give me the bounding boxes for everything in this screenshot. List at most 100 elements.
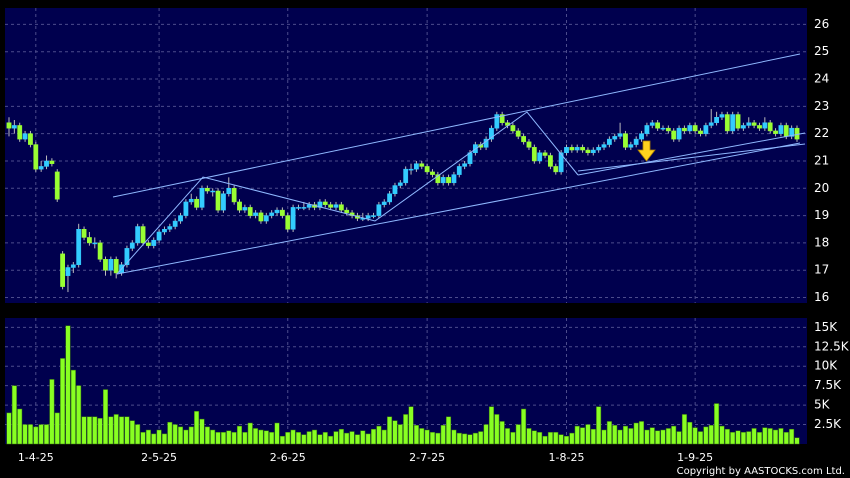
volume-bar — [113, 414, 119, 445]
candle-body — [87, 237, 92, 244]
volume-bar — [494, 414, 500, 445]
candle-body — [65, 267, 71, 276]
volume-bar — [140, 432, 146, 445]
volume-bar — [756, 432, 762, 445]
volume-bar — [210, 429, 216, 445]
y-tick-label: 26 — [814, 17, 829, 31]
volume-bar — [446, 416, 452, 445]
candle-body — [687, 125, 693, 132]
x-tick-label: 1-9-25 — [677, 451, 713, 464]
candle-body — [365, 215, 371, 219]
volume-bar — [617, 429, 623, 445]
candle-body — [446, 177, 451, 184]
volume-bar — [33, 426, 39, 445]
y-tick-label: 23 — [814, 99, 829, 113]
x-tick-label: 2-7-25 — [409, 451, 445, 464]
volume-bar — [537, 432, 543, 445]
volume-bar — [403, 414, 409, 445]
candle-body — [44, 160, 49, 167]
volume-bar — [655, 430, 661, 445]
trendline — [116, 111, 579, 275]
volume-bar — [440, 425, 446, 445]
candle-body — [414, 163, 419, 170]
y-tick-label: 15K — [814, 320, 838, 334]
candle-body — [403, 168, 409, 184]
candle-body — [751, 122, 757, 126]
candle-body — [263, 215, 269, 222]
volume-bar — [199, 418, 205, 445]
candle-body — [778, 125, 784, 134]
volume-bar — [526, 428, 532, 445]
volume-bar — [295, 432, 301, 445]
candle-body — [773, 130, 778, 134]
candle-body — [494, 114, 500, 129]
volume-bar — [285, 432, 291, 445]
candle-body — [204, 188, 210, 192]
x-tick-label: 2-5-25 — [141, 451, 177, 464]
y-tick-label: 5K — [814, 398, 831, 412]
candle-body — [140, 226, 146, 244]
candle-body — [714, 117, 719, 123]
volume-bar — [510, 432, 516, 445]
y-tick-label: 7.5K — [814, 378, 842, 392]
volume-bar — [397, 424, 403, 445]
volume-bar — [253, 428, 259, 445]
volume-bar — [204, 426, 210, 445]
candle-body — [129, 242, 135, 249]
candle-body — [183, 201, 189, 216]
candle-body — [54, 171, 60, 200]
volume-bar — [344, 432, 350, 445]
volume-bar — [558, 434, 564, 445]
candle-body — [435, 174, 441, 184]
candle-body — [237, 201, 242, 211]
volume-bar — [462, 433, 468, 445]
volume-bar — [322, 432, 328, 445]
candle-body — [221, 193, 226, 211]
y-tick-label: 24 — [814, 72, 829, 86]
volume-bar — [762, 427, 768, 445]
candle-body — [92, 242, 98, 245]
candle-body — [274, 209, 280, 214]
volume-bar — [392, 420, 398, 445]
candle-body — [644, 125, 650, 134]
candle-body — [103, 259, 108, 271]
volume-bar — [660, 429, 666, 445]
y-tick-label: 20 — [814, 181, 829, 195]
volume-bar — [563, 435, 569, 445]
volume-bar — [161, 433, 167, 445]
volume-bar — [521, 408, 527, 445]
volume-bar — [220, 432, 226, 445]
volume-bar — [408, 406, 414, 445]
candle-body — [440, 177, 446, 184]
candle-body — [242, 207, 248, 211]
volume-bar — [76, 385, 82, 445]
candle-body — [124, 248, 130, 266]
candle-body — [671, 130, 677, 140]
candle-body — [665, 127, 671, 132]
candle-body — [762, 122, 768, 129]
volume-bar — [194, 411, 200, 445]
candle-body — [741, 125, 746, 129]
volume-bar — [269, 432, 275, 445]
signal-arrow — [637, 140, 656, 162]
candle-body — [730, 114, 736, 132]
candle-body — [724, 114, 730, 132]
candle-body — [708, 122, 714, 126]
x-tick-label: 1-4-25 — [18, 451, 54, 464]
candle-body — [70, 264, 76, 268]
candle-body — [456, 166, 462, 175]
candle-body — [210, 190, 216, 193]
y-tick-label: 17 — [814, 263, 829, 277]
volume-bar — [628, 428, 634, 445]
volume-bar — [580, 427, 586, 445]
candle-body — [601, 144, 607, 148]
candle-body — [703, 125, 709, 134]
volume-bar — [317, 434, 323, 445]
volume-bar — [44, 424, 50, 445]
volume-bar — [590, 428, 596, 445]
volume-bar — [719, 425, 725, 445]
candle-body — [306, 204, 312, 208]
candle-body — [655, 122, 661, 129]
volume-bar — [574, 425, 580, 445]
volume-bar — [97, 418, 103, 445]
